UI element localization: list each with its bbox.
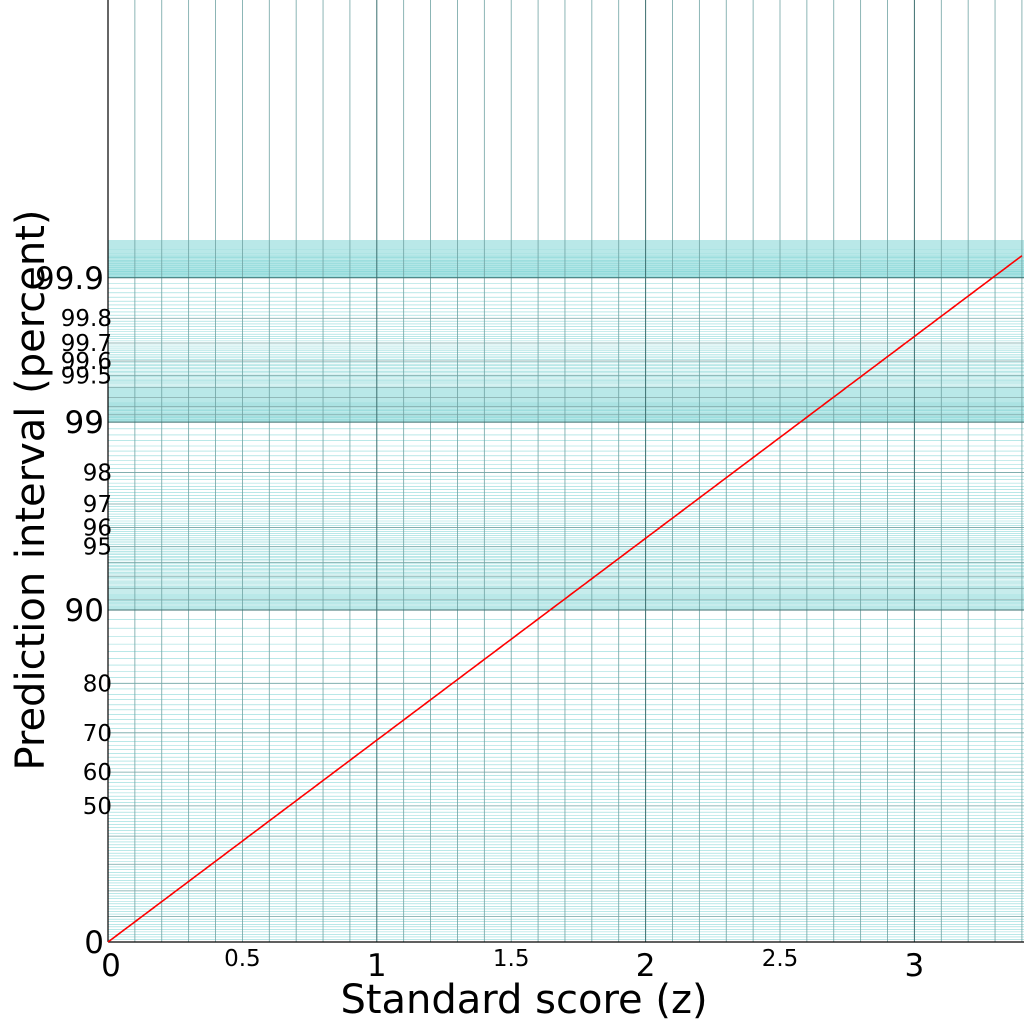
grid-minor xyxy=(108,240,1024,940)
y-tick-label: 90 xyxy=(65,593,104,629)
y-tick-label: 99.8 xyxy=(61,306,112,332)
y-tick-label: 99.6 xyxy=(61,349,112,375)
y-tick-label: 50 xyxy=(83,794,112,820)
y-tick-label: 97 xyxy=(83,492,112,518)
y-tick-label: 99.5 xyxy=(61,363,112,389)
y-tick-label: 95 xyxy=(83,534,112,560)
y-tick-label: 80 xyxy=(83,671,112,697)
y-axis-title: Prediction interval (percent) xyxy=(8,209,54,770)
y-tick-label: 99.9 xyxy=(35,261,104,297)
y-tick-label: 70 xyxy=(83,721,112,747)
grid-major xyxy=(108,0,1024,942)
x-tick-label: 2.5 xyxy=(762,946,799,972)
prediction-interval-curve xyxy=(107,255,1023,943)
grid-medium xyxy=(108,0,1024,942)
y-tick-label: 99 xyxy=(65,405,104,441)
x-axis-title: Standard score (z) xyxy=(340,977,707,1023)
y-tick-label: 99.7 xyxy=(61,331,112,357)
y-tick-label: 60 xyxy=(83,760,112,786)
x-tick-label: 1 xyxy=(367,948,387,984)
y-tick-label: 96 xyxy=(83,515,112,541)
y-tick-label: 98 xyxy=(83,460,112,486)
x-tick-label: 2 xyxy=(636,948,656,984)
x-tick-label: 0 xyxy=(101,948,121,984)
x-tick-label: 3 xyxy=(905,948,925,984)
x-tick-label: 0.5 xyxy=(224,946,261,972)
y-tick-label: 0 xyxy=(84,925,104,961)
axes xyxy=(107,0,1024,943)
x-tick-label: 1.5 xyxy=(493,946,530,972)
